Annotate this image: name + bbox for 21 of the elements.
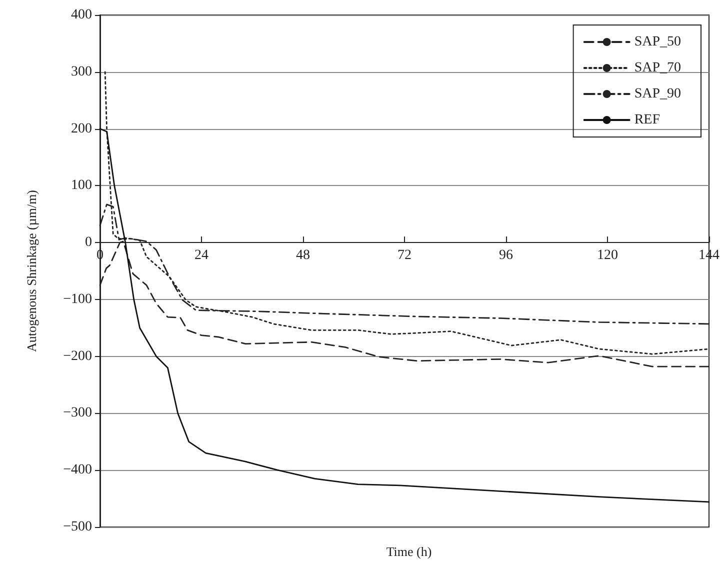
y-axis-title: Autogenous Shrinkage (µm/m) <box>24 190 39 352</box>
legend-label: SAP_50 <box>634 34 682 50</box>
x-tick-label: 72 <box>398 248 412 264</box>
y-tick-label: 100 <box>71 178 92 194</box>
y-tick-label: 200 <box>71 121 92 136</box>
y-tick-label: −100 <box>63 292 92 307</box>
x-tick-label: 48 <box>296 248 310 264</box>
y-tick-label: −400 <box>63 462 92 478</box>
legend-label: REF <box>634 112 660 128</box>
x-tick-label: 120 <box>597 248 618 264</box>
y-tick-label: −500 <box>63 520 92 534</box>
y-tick-label: 300 <box>71 64 92 80</box>
legend-label: SAP_70 <box>634 60 682 76</box>
y-tick-label: 0 <box>85 235 92 250</box>
y-tick-label: 400 <box>71 8 92 22</box>
y-tick-label: −200 <box>63 348 92 364</box>
x-axis-title: Time (h) <box>386 544 432 559</box>
legend-label: SAP_90 <box>634 86 682 102</box>
y-tick-label: −300 <box>63 406 92 421</box>
x-tick-label: 24 <box>194 248 208 264</box>
x-tick-label: 96 <box>499 248 513 264</box>
